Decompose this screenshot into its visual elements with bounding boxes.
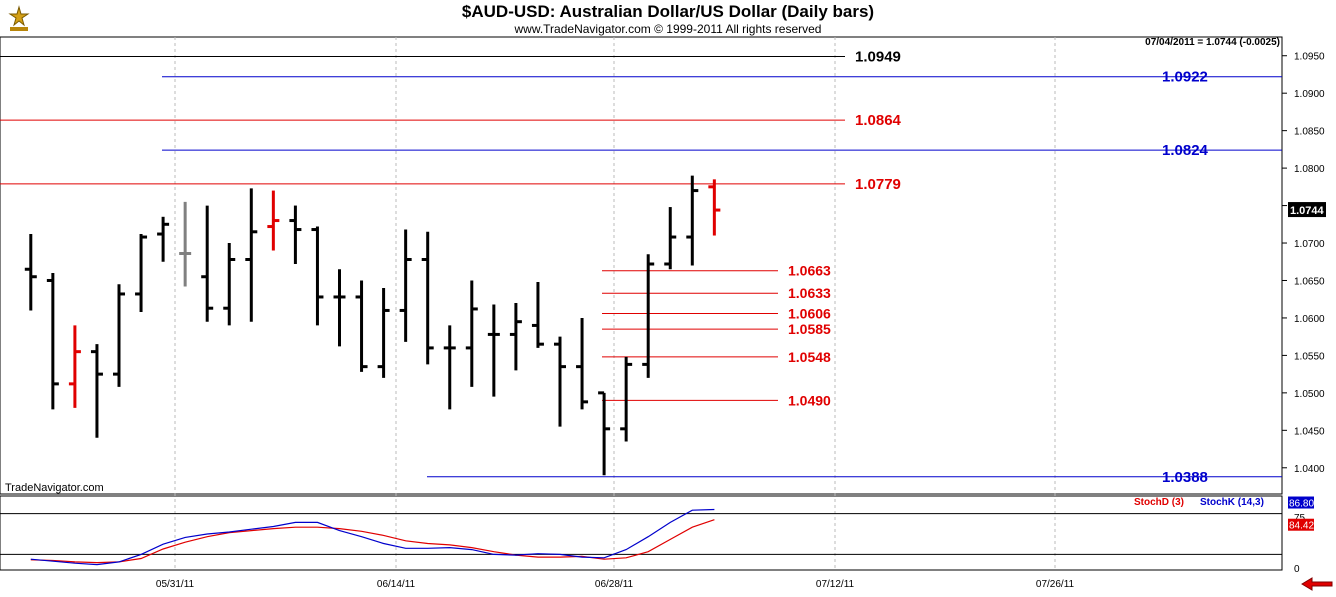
legend-stochk: StochK (14,3): [1200, 497, 1264, 508]
legend-stochd: StochD (3): [1134, 497, 1184, 508]
stochastic-panel: 75 0 84.42 86.80: [0, 496, 1314, 575]
last-price-label: 1.0744: [1290, 205, 1325, 217]
y-tick-label: 1.0450: [1294, 426, 1325, 437]
x-tick-label: 05/31/11: [156, 579, 195, 590]
x-tick-label: 06/14/11: [377, 579, 416, 590]
y-tick-label: 1.0550: [1294, 351, 1325, 362]
y-tick-label: 1.0900: [1294, 89, 1325, 100]
stoch-line-0: [30, 519, 715, 564]
trade-navigator-logo-icon[interactable]: [4, 4, 34, 34]
x-tick-label: 07/12/11: [816, 579, 855, 590]
y-tick-label: 1.0500: [1294, 389, 1325, 400]
level-label: 1.0548: [788, 349, 831, 365]
y-tick-label: 1.0600: [1294, 314, 1325, 325]
price-pane-frame: [0, 36, 1283, 495]
back-arrow-icon[interactable]: [1300, 576, 1334, 592]
stoch-last-label: 86.80: [1289, 499, 1314, 510]
level-label: 1.0585: [788, 321, 831, 337]
level-label: 1.0606: [788, 305, 831, 321]
y-tick-label: 1.0800: [1294, 164, 1325, 175]
grid: 05/31/11 06/14/11 06/28/11 07/12/11 07/26/11: [0, 36, 1283, 590]
y-tick-label: 1.0650: [1294, 276, 1325, 287]
x-tick-label: 07/26/11: [1036, 579, 1075, 590]
indicator-tick-label: 0: [1294, 564, 1300, 575]
level-label: 1.0824: [1162, 142, 1209, 159]
level-label: 1.0663: [788, 263, 831, 279]
stoch-last-tag: [1288, 518, 1314, 531]
stoch-last-tag: [1288, 496, 1314, 509]
price-axis: 1.09501.09001.08501.08001.07501.07001.06…: [1282, 52, 1326, 475]
y-tick-label: 1.0850: [1294, 127, 1325, 138]
level-label: 1.0490: [788, 392, 831, 408]
indicator-tick-label: 75: [1294, 513, 1306, 524]
brand-label: TradeNavigator.com: [5, 482, 104, 494]
stoch-line-1: [30, 508, 715, 566]
indicator-pane-frame: [0, 495, 1283, 571]
price-readout: 07/04/2011 = 1.0744 (-0.0025): [1145, 37, 1280, 48]
level-label: 1.0779: [855, 176, 901, 193]
chart-subtitle: www.TradeNavigator.com © 1999-2011 All r…: [514, 22, 822, 36]
chart-title: $AUD-USD: Australian Dollar/US Dollar (D…: [461, 2, 875, 21]
level-label: 1.0864: [855, 112, 902, 129]
price-bars: [24, 175, 721, 476]
y-tick-label: 1.0950: [1294, 52, 1325, 63]
level-label: 1.0949: [855, 48, 901, 65]
level-label: 1.0633: [788, 285, 831, 301]
y-tick-label: 1.0700: [1294, 239, 1325, 250]
price-levels: 1.0949 1.0922 1.0864 1.0824 1.0779 1.0663 1.06…: [0, 48, 1282, 486]
stoch-last-label: 84.42: [1289, 521, 1314, 532]
level-label: 1.0922: [1162, 69, 1208, 86]
last-price-tag: [1288, 202, 1326, 218]
y-tick-label: 1.0400: [1294, 464, 1325, 475]
x-tick-label: 06/28/11: [595, 579, 634, 590]
level-label: 1.0388: [1162, 469, 1208, 486]
